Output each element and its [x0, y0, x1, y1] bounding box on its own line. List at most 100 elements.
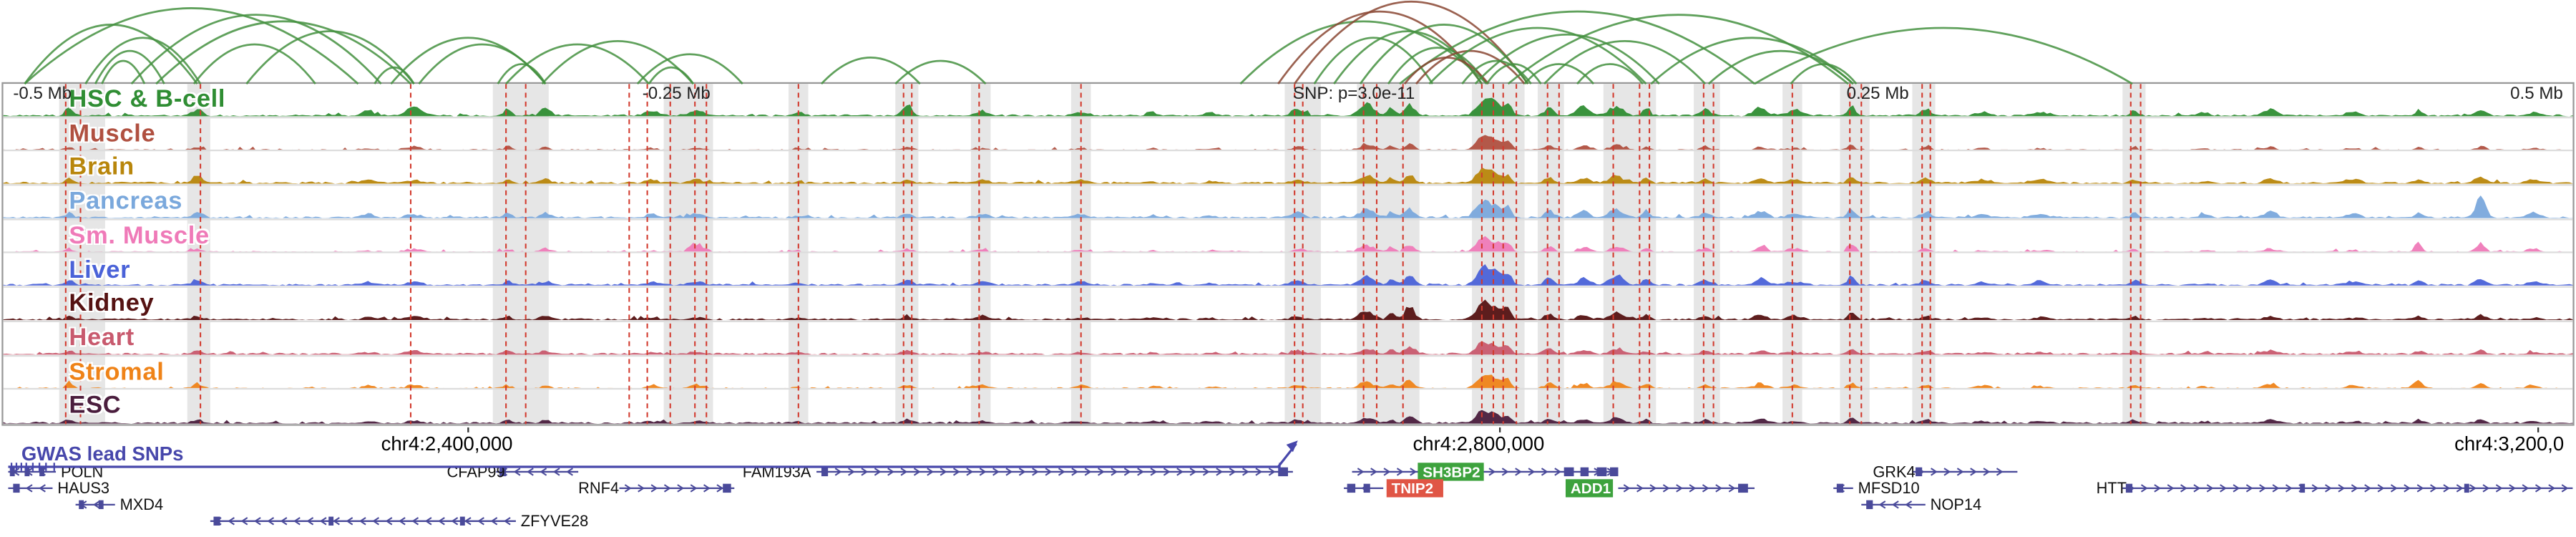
snp-pvalue-label: SNP: p=3.0e-11: [1292, 84, 1415, 104]
strand-arrow-icon: [2272, 484, 2280, 493]
gene-grk4[interactable]: GRK4: [1873, 463, 2018, 480]
strand-arrow-icon: [1623, 484, 1631, 493]
strand-arrow-icon: [228, 517, 235, 526]
strand-arrow-icon: [464, 517, 472, 526]
exon-block: [1580, 467, 1589, 477]
track-label-heart: Heart: [69, 324, 135, 352]
strand-arrow-icon: [253, 517, 261, 526]
interaction-arc: [541, 40, 694, 85]
track-row-liver[interactable]: [3, 254, 2573, 289]
strand-arrow-icon: [1396, 468, 1404, 476]
interaction-arcs-canvas: [24, 1, 2133, 85]
strand-arrow-icon: [979, 468, 987, 476]
track-row-brain[interactable]: [3, 152, 2573, 186]
gene-mfsd10[interactable]: MFSD10: [1833, 479, 1920, 497]
strand-arrow-icon: [2180, 484, 2187, 493]
strand-arrow-icon: [39, 484, 46, 493]
highlight-band: [970, 84, 991, 425]
interaction-arc: [820, 56, 921, 85]
exon-block: [1347, 483, 1356, 493]
strand-arrow-icon: [1970, 468, 1977, 476]
highlight-band: [1603, 84, 1657, 425]
strand-arrow-icon: [2522, 484, 2529, 493]
strand-arrow-icon: [2548, 484, 2556, 493]
strand-arrow-icon: [2245, 484, 2253, 493]
gene-cfap99[interactable]: CFAP99: [447, 463, 579, 480]
strand-arrow-icon: [2416, 484, 2424, 493]
gene-rnf4[interactable]: RNF4: [578, 479, 735, 497]
gene-sh3bp2[interactable]: SH3BP2: [1352, 463, 1619, 481]
track-row-sm-muscle[interactable]: [3, 220, 2573, 254]
highlight-band: [492, 84, 549, 425]
interaction-arc: [1650, 37, 1854, 85]
interaction-arc: [1399, 10, 1755, 85]
gene-label-box: [1418, 463, 1484, 481]
strand-arrow-icon: [306, 517, 314, 526]
strand-arrow-icon: [398, 517, 406, 526]
strand-arrow-icon: [992, 468, 1000, 476]
gene-poln[interactable]: POLN: [8, 463, 103, 480]
exon-block: [2464, 483, 2469, 493]
exon-block: [79, 500, 84, 510]
strand-arrow-icon: [1202, 468, 1210, 476]
track-row-pancreas[interactable]: [3, 186, 2573, 221]
track-label-sm-muscle: Sm. Muscle: [69, 221, 210, 250]
gwas-lead-snps-track[interactable]: [8, 440, 1298, 471]
gene-zfyve28[interactable]: ZFYVE28: [210, 512, 588, 530]
strand-arrow-icon: [240, 517, 248, 526]
strand-arrow-icon: [1176, 468, 1184, 476]
strand-arrow-icon: [477, 517, 484, 526]
exon-block: [1836, 483, 1843, 493]
gene-label: GRK4: [1873, 463, 1915, 480]
interaction-arc: [24, 7, 359, 85]
strand-arrow-icon: [1383, 468, 1391, 476]
gene-add1[interactable]: ADD1: [1565, 479, 1755, 498]
strand-arrow-icon: [566, 468, 573, 476]
interaction-arc: [1461, 59, 1532, 84]
strand-arrow-icon: [1878, 500, 1886, 509]
track-row-stromal[interactable]: [3, 356, 2573, 390]
strand-arrow-icon: [1410, 468, 1418, 476]
strand-arrow-icon: [1715, 484, 1723, 493]
strand-arrow-icon: [1242, 468, 1249, 476]
highlight-band: [1694, 84, 1720, 425]
interaction-arc: [1415, 49, 1526, 84]
strand-arrow-icon: [1501, 468, 1509, 476]
strand-arrow-icon: [1018, 468, 1026, 476]
strand-arrow-icon: [1702, 484, 1709, 493]
strand-arrow-icon: [1515, 468, 1522, 476]
track-row-kidney[interactable]: [3, 288, 2573, 322]
strand-arrow-icon: [2338, 484, 2346, 493]
strand-arrow-icon: [1370, 468, 1377, 476]
exon-block: [821, 467, 829, 477]
strand-arrow-icon: [411, 517, 419, 526]
exon-block: [1916, 467, 1923, 477]
strand-arrow-icon: [552, 468, 560, 476]
strand-arrow-icon: [2233, 484, 2240, 493]
interaction-arc: [1485, 63, 1542, 84]
strand-arrow-icon: [952, 468, 960, 476]
gene-htt[interactable]: HTT: [2097, 479, 2573, 497]
strand-arrow-icon: [1357, 468, 1365, 476]
gene-fam193a[interactable]: FAM193A: [743, 463, 1293, 480]
exon-block: [9, 467, 15, 477]
strand-arrow-icon: [624, 484, 632, 493]
strand-arrow-icon: [1058, 468, 1065, 476]
exon-block: [1866, 500, 1873, 510]
strand-arrow-icon: [940, 468, 947, 476]
gene-haus3[interactable]: HAUS3: [8, 479, 109, 497]
gene-label: RNF4: [578, 479, 619, 497]
gene-label-box: [1386, 479, 1443, 498]
strand-arrow-icon: [2456, 484, 2464, 493]
exon-block: [1596, 467, 1607, 477]
strand-arrow-icon: [2495, 484, 2503, 493]
gene-tnip2[interactable]: TNIP2: [1344, 479, 1443, 498]
strand-arrow-icon: [1554, 468, 1562, 476]
strand-arrow-icon: [319, 517, 327, 526]
strand-arrow-icon: [2220, 484, 2227, 493]
gene-nop14[interactable]: NOP14: [1861, 495, 1981, 513]
strand-arrow-icon: [540, 468, 547, 476]
exon-block: [328, 516, 334, 526]
highlight-band: [663, 84, 713, 425]
gene-mxd4[interactable]: MXD4: [75, 495, 164, 513]
